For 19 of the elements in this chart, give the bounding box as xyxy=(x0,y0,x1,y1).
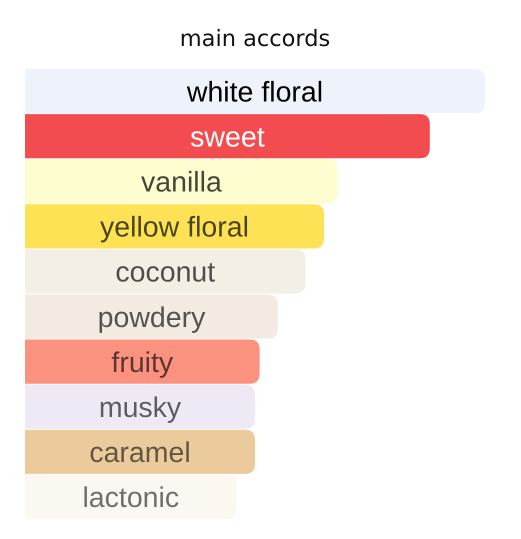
bar xyxy=(25,114,430,158)
y-tick-label: lactonic xyxy=(82,482,180,514)
y-tick-label: sweet xyxy=(190,121,265,154)
chart-title: main accords xyxy=(180,26,330,52)
bar xyxy=(25,474,237,519)
y-tick-label: fruity xyxy=(111,346,174,379)
y-tick-label: caramel xyxy=(89,437,191,470)
bar xyxy=(25,69,485,114)
y-tick-label: white floral xyxy=(186,76,324,108)
y-tick-label: musky xyxy=(98,392,182,424)
bar xyxy=(25,204,324,248)
bar xyxy=(25,430,255,474)
bar xyxy=(25,340,260,384)
y-tick-label: coconut xyxy=(115,256,216,289)
bar xyxy=(25,384,255,429)
bar xyxy=(25,159,338,204)
y-tick-label: vanilla xyxy=(141,166,222,199)
y-tick-label: yellow floral xyxy=(100,212,249,244)
y-tick-label: powdery xyxy=(98,302,206,334)
